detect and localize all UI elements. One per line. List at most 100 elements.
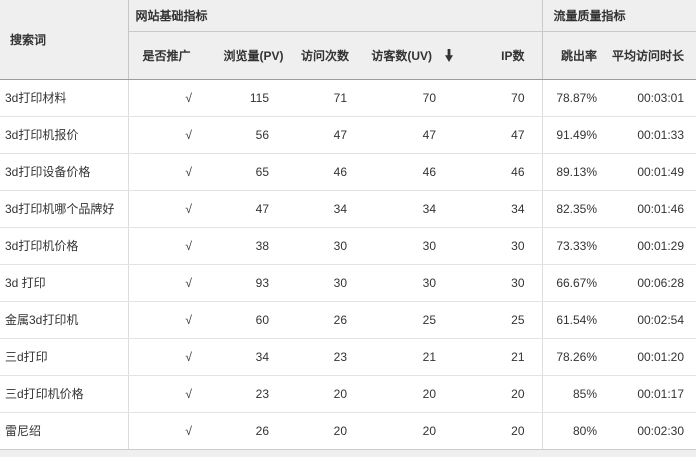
ip-cell: 47 — [465, 116, 543, 154]
avg-duration-cell: 00:02:54 — [600, 301, 696, 339]
table-row: 雷尼绍 √ 26 20 20 20 80% 00:02:30 — [0, 412, 696, 450]
avg-duration-cell: 00:01:17 — [600, 375, 696, 413]
group-header-basic-metrics: 网站基础指标 — [128, 0, 543, 32]
table-row: 三d打印 √ 34 23 21 21 78.26% 00:01:20 — [0, 338, 696, 376]
visitors-cell: 34 — [360, 190, 465, 228]
ip-cell: 20 — [465, 375, 543, 413]
bounce-rate-cell: 78.26% — [541, 338, 601, 376]
table-body: 3d打印材料 √ 115 71 70 70 78.87% 00:03:01 3d… — [0, 79, 696, 450]
promoted-cell: √ — [128, 227, 217, 265]
visits-cell: 34 — [290, 190, 360, 228]
bounce-rate-cell: 80% — [541, 412, 601, 450]
avg-duration-cell: 00:06:28 — [600, 264, 696, 302]
promoted-cell: √ — [128, 338, 217, 376]
pageviews-cell: 38 — [217, 227, 290, 265]
avg-duration-cell: 00:01:29 — [600, 227, 696, 265]
group-header-quality-metrics: 流量质量指标 — [541, 0, 696, 32]
promoted-cell: √ — [128, 375, 217, 413]
visits-cell: 20 — [290, 412, 360, 450]
ip-cell: 70 — [465, 79, 543, 117]
table-row: 3d打印机报价 √ 56 47 47 47 91.49% 00:01:33 — [0, 116, 696, 154]
keyword-cell: 雷尼绍 — [0, 412, 129, 450]
visitors-cell: 30 — [360, 264, 465, 302]
keyword-cell: 3d打印机价格 — [0, 227, 129, 265]
visitors-cell: 70 — [360, 79, 465, 117]
group-header-row: 搜索词 网站基础指标 流量质量指标 — [0, 0, 696, 80]
pageviews-cell: 47 — [217, 190, 290, 228]
col-header-bounce-rate[interactable]: 跳出率 — [541, 31, 601, 80]
ip-cell: 30 — [465, 227, 543, 265]
bounce-rate-cell: 73.33% — [541, 227, 601, 265]
avg-duration-cell: 00:01:20 — [600, 338, 696, 376]
col-header-visitors[interactable]: 访客数(UV) — [360, 31, 465, 80]
pageviews-cell: 34 — [217, 338, 290, 376]
table-row: 三d打印机价格 √ 23 20 20 20 85% 00:01:17 — [0, 375, 696, 413]
visits-cell: 30 — [290, 227, 360, 265]
visitors-cell: 20 — [360, 375, 465, 413]
promoted-cell: √ — [128, 153, 217, 191]
table-row: 3d打印设备价格 √ 65 46 46 46 89.13% 00:01:49 — [0, 153, 696, 191]
bounce-rate-cell: 78.87% — [541, 79, 601, 117]
visitors-cell: 21 — [360, 338, 465, 376]
table-header: 搜索词 网站基础指标 流量质量指标 是否推广 浏览量(PV) 访问次数 访客数(… — [0, 0, 696, 80]
pageviews-cell: 56 — [217, 116, 290, 154]
visitors-cell: 46 — [360, 153, 465, 191]
avg-duration-cell: 00:03:01 — [600, 79, 696, 117]
pageviews-cell: 26 — [217, 412, 290, 450]
avg-duration-cell: 00:01:49 — [600, 153, 696, 191]
promoted-cell: √ — [128, 116, 217, 154]
promoted-cell: √ — [128, 412, 217, 450]
keyword-cell: 3d打印机哪个品牌好 — [0, 190, 129, 228]
ip-cell: 25 — [465, 301, 543, 339]
promoted-cell: √ — [128, 190, 217, 228]
visits-cell: 46 — [290, 153, 360, 191]
table-row: 3d打印材料 √ 115 71 70 70 78.87% 00:03:01 — [0, 79, 696, 117]
table-row: 3d 打印 √ 93 30 30 30 66.67% 00:06:28 — [0, 264, 696, 302]
col-header-ip[interactable]: IP数 — [465, 31, 543, 80]
col-header-pageviews[interactable]: 浏览量(PV) — [217, 31, 290, 80]
pageviews-cell: 60 — [217, 301, 290, 339]
pageviews-cell: 65 — [217, 153, 290, 191]
table-row: 金属3d打印机 √ 60 26 25 25 61.54% 00:02:54 — [0, 301, 696, 339]
ip-cell: 21 — [465, 338, 543, 376]
bounce-rate-cell: 91.49% — [541, 116, 601, 154]
col-header-keyword: 搜索词 — [0, 0, 129, 80]
col-header-visitors-label: 访客数(UV) — [371, 48, 432, 63]
visits-cell: 30 — [290, 264, 360, 302]
keyword-cell: 3d打印机报价 — [0, 116, 129, 154]
pageviews-cell: 93 — [217, 264, 290, 302]
ip-cell: 46 — [465, 153, 543, 191]
col-header-avg-duration[interactable]: 平均访问时长 — [600, 31, 696, 80]
promoted-cell: √ — [128, 301, 217, 339]
visits-cell: 71 — [290, 79, 360, 117]
avg-duration-cell: 00:01:46 — [600, 190, 696, 228]
avg-duration-cell: 00:01:33 — [600, 116, 696, 154]
promoted-cell: √ — [128, 79, 217, 117]
ip-cell: 20 — [465, 412, 543, 450]
visitors-cell: 47 — [360, 116, 465, 154]
table-row: 3d打印机价格 √ 38 30 30 30 73.33% 00:01:29 — [0, 227, 696, 265]
ip-cell: 34 — [465, 190, 543, 228]
ip-cell: 30 — [465, 264, 543, 302]
visits-cell: 47 — [290, 116, 360, 154]
bounce-rate-cell: 66.67% — [541, 264, 601, 302]
visits-cell: 23 — [290, 338, 360, 376]
keyword-cell: 金属3d打印机 — [0, 301, 129, 339]
pageviews-cell: 23 — [217, 375, 290, 413]
table-row: 3d打印机哪个品牌好 √ 47 34 34 34 82.35% 00:01:46 — [0, 190, 696, 228]
col-header-visits[interactable]: 访问次数 — [290, 31, 360, 80]
keyword-cell: 3d 打印 — [0, 264, 129, 302]
column-header-row: 是否推广 浏览量(PV) 访问次数 访客数(UV) IP数 跳出率 平均访问时长 — [0, 31, 696, 80]
avg-duration-cell: 00:02:30 — [600, 412, 696, 450]
col-header-promoted[interactable]: 是否推广 — [128, 31, 217, 80]
visits-cell: 20 — [290, 375, 360, 413]
bounce-rate-cell: 82.35% — [541, 190, 601, 228]
pageviews-cell: 115 — [217, 79, 290, 117]
bounce-rate-cell: 85% — [541, 375, 601, 413]
visitors-cell: 25 — [360, 301, 465, 339]
visitors-cell: 20 — [360, 412, 465, 450]
sort-desc-icon[interactable] — [445, 48, 453, 62]
keyword-cell: 三d打印 — [0, 338, 129, 376]
keyword-cell: 3d打印设备价格 — [0, 153, 129, 191]
